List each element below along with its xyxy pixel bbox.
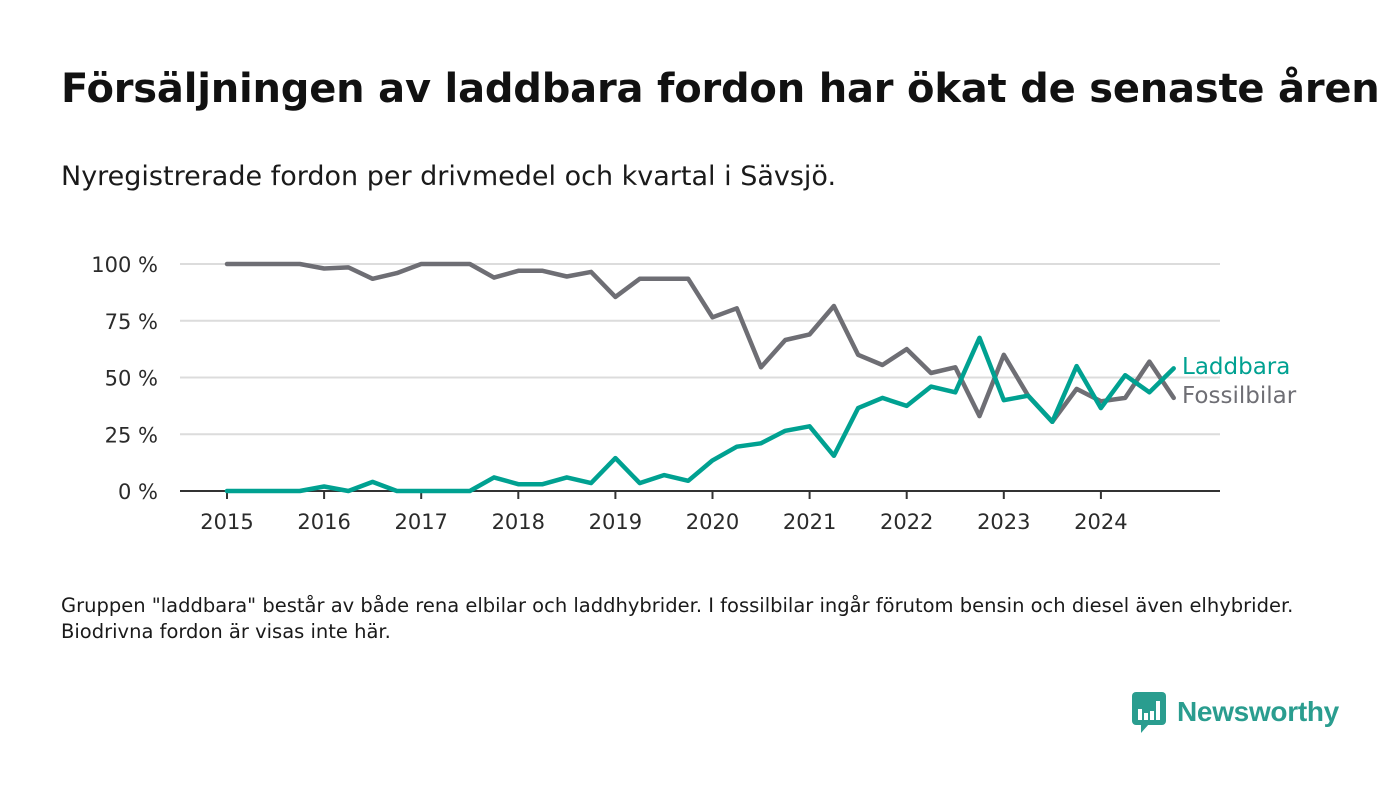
footnote: Gruppen "laddbara" består av både rena e… (61, 594, 1294, 643)
x-tick-label: 2017 (394, 510, 447, 534)
x-tick-label: 2019 (589, 510, 642, 534)
x-tick-label: 2018 (492, 510, 545, 534)
series-line-fossilbilar (224, 261, 1176, 425)
x-tick-label: 2023 (977, 510, 1030, 534)
newsworthy-logo-icon (1132, 692, 1166, 733)
brand-name: Newsworthy (1177, 696, 1339, 727)
y-tick-label: 75 % (105, 310, 158, 334)
chart-title: Försäljningen av laddbara fordon har öka… (61, 66, 1380, 112)
series-lines (224, 261, 1176, 494)
y-tick-label: 100 % (91, 253, 158, 277)
x-tick-label: 2015 (200, 510, 253, 534)
chart-subtitle: Nyregistrerade fordon per drivmedel och … (61, 161, 837, 192)
x-axis-ticks: 2015 2016 2017 2018 2019 2020 2021 2022 2023 2024 (200, 491, 1128, 534)
brand-logo[interactable]: Newsworthy (1132, 690, 1339, 734)
legend-label-fossilbilar: Fossilbilar (1182, 383, 1297, 409)
y-tick-label: 0 % (118, 480, 158, 504)
x-tick-label: 2020 (686, 510, 739, 534)
x-tick-label: 2016 (297, 510, 350, 534)
x-tick-label: 2022 (880, 510, 933, 534)
series-line-laddbara (224, 335, 1176, 494)
x-tick-label: 2021 (783, 510, 836, 534)
x-tick-label: 2024 (1074, 510, 1127, 534)
y-tick-label: 50 % (105, 367, 158, 391)
legend-label-laddbara: Laddbara (1182, 354, 1290, 380)
series-end-labels: Laddbara Fossilbilar (1182, 354, 1297, 409)
y-axis-ticks: 0 % 25 % 50 % 75 % 100 % (91, 253, 158, 504)
y-tick-label: 25 % (105, 423, 158, 447)
